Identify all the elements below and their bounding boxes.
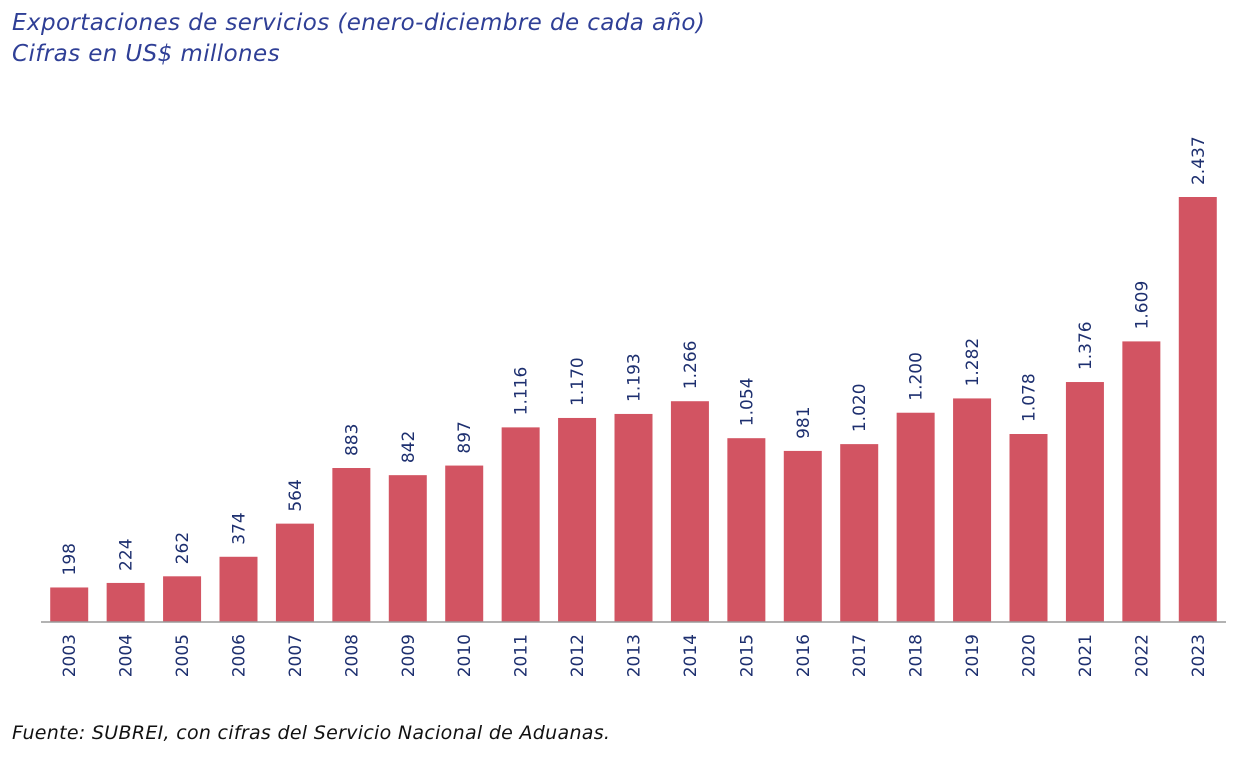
x-tick-label-2017: 2017: [850, 634, 870, 677]
bar-2019: [953, 398, 992, 622]
value-label-2021: 1.376: [1076, 321, 1096, 370]
bar-2018: [896, 412, 935, 622]
bar-2013: [614, 413, 653, 622]
bar-2003: [50, 587, 89, 622]
bar-2008: [332, 468, 371, 622]
bar-2012: [558, 417, 597, 622]
bar-2009: [388, 475, 427, 622]
value-label-2014: 1.266: [681, 341, 701, 390]
x-tick-label-2019: 2019: [963, 634, 983, 677]
value-label-2015: 1.054: [737, 378, 757, 427]
bar-2006: [219, 556, 258, 622]
bar-2015: [727, 438, 766, 622]
x-tick-label-2009: 2009: [399, 634, 419, 677]
x-tick-label-2021: 2021: [1076, 634, 1096, 677]
x-tick-label-2004: 2004: [117, 634, 137, 677]
value-label-2019: 1.282: [963, 338, 983, 387]
x-tick-label-2023: 2023: [1189, 634, 1209, 677]
x-tick-label-2005: 2005: [173, 634, 193, 677]
chart-subtitle: Cifras en US$ millones: [12, 41, 280, 67]
value-label-2016: 981: [794, 406, 814, 438]
bar-2010: [445, 465, 484, 622]
bars-group: [50, 197, 1217, 622]
bar-chart: 198 224 262 374 564 883 842 897 1.116 1.170 1.193 1…: [41, 136, 1226, 677]
bar-2004: [106, 582, 145, 622]
x-tick-label-2022: 2022: [1132, 634, 1152, 677]
bar-2014: [670, 401, 709, 622]
value-label-2007: 564: [286, 479, 306, 511]
value-label-2004: 224: [117, 538, 137, 570]
bar-2007: [275, 523, 314, 622]
x-tick-label-2010: 2010: [455, 634, 475, 677]
x-tick-label-2015: 2015: [737, 634, 757, 677]
bar-2020: [1009, 434, 1048, 622]
x-tick-label-2003: 2003: [60, 634, 80, 677]
x-tick-label-2014: 2014: [681, 634, 701, 677]
value-label-2009: 842: [399, 431, 419, 463]
value-label-2006: 374: [230, 512, 250, 544]
x-tick-labels-group: 2003 2004 2005 2006 2007 2008 2009 2010 2011 2012…: [60, 634, 1209, 677]
bar-2017: [840, 444, 879, 622]
chart-title: Exportaciones de servicios (enero-diciem…: [12, 10, 706, 36]
x-tick-label-2008: 2008: [342, 634, 362, 677]
x-tick-label-2007: 2007: [286, 634, 306, 677]
value-label-2018: 1.200: [907, 352, 927, 401]
value-label-2013: 1.193: [625, 353, 645, 402]
source-note: Fuente: SUBREI, con cifras del Servicio …: [12, 722, 611, 744]
value-labels-group: 198 224 262 374 564 883 842 897 1.116 1.170 1.193 1…: [60, 136, 1209, 575]
value-label-2023: 2.437: [1189, 136, 1209, 185]
bar-2021: [1065, 382, 1104, 622]
value-label-2008: 883: [342, 424, 362, 456]
value-label-2017: 1.020: [850, 383, 870, 432]
bar-2022: [1122, 341, 1161, 622]
value-label-2010: 897: [455, 421, 475, 453]
x-tick-label-2016: 2016: [794, 634, 814, 677]
x-tick-label-2020: 2020: [1020, 634, 1040, 677]
value-label-2012: 1.170: [568, 357, 588, 406]
bar-2016: [783, 450, 822, 622]
x-tick-label-2018: 2018: [907, 634, 927, 677]
value-label-2022: 1.609: [1132, 281, 1152, 330]
x-tick-label-2013: 2013: [625, 634, 645, 677]
value-label-2011: 1.116: [512, 367, 532, 416]
x-tick-label-2011: 2011: [512, 634, 532, 677]
bar-2023: [1178, 197, 1217, 622]
bar-2011: [501, 427, 540, 622]
value-label-2003: 198: [60, 543, 80, 575]
value-label-2005: 262: [173, 532, 193, 564]
x-tick-label-2012: 2012: [568, 634, 588, 677]
bar-2005: [163, 576, 202, 622]
x-tick-label-2006: 2006: [230, 634, 250, 677]
value-label-2020: 1.078: [1020, 373, 1040, 422]
